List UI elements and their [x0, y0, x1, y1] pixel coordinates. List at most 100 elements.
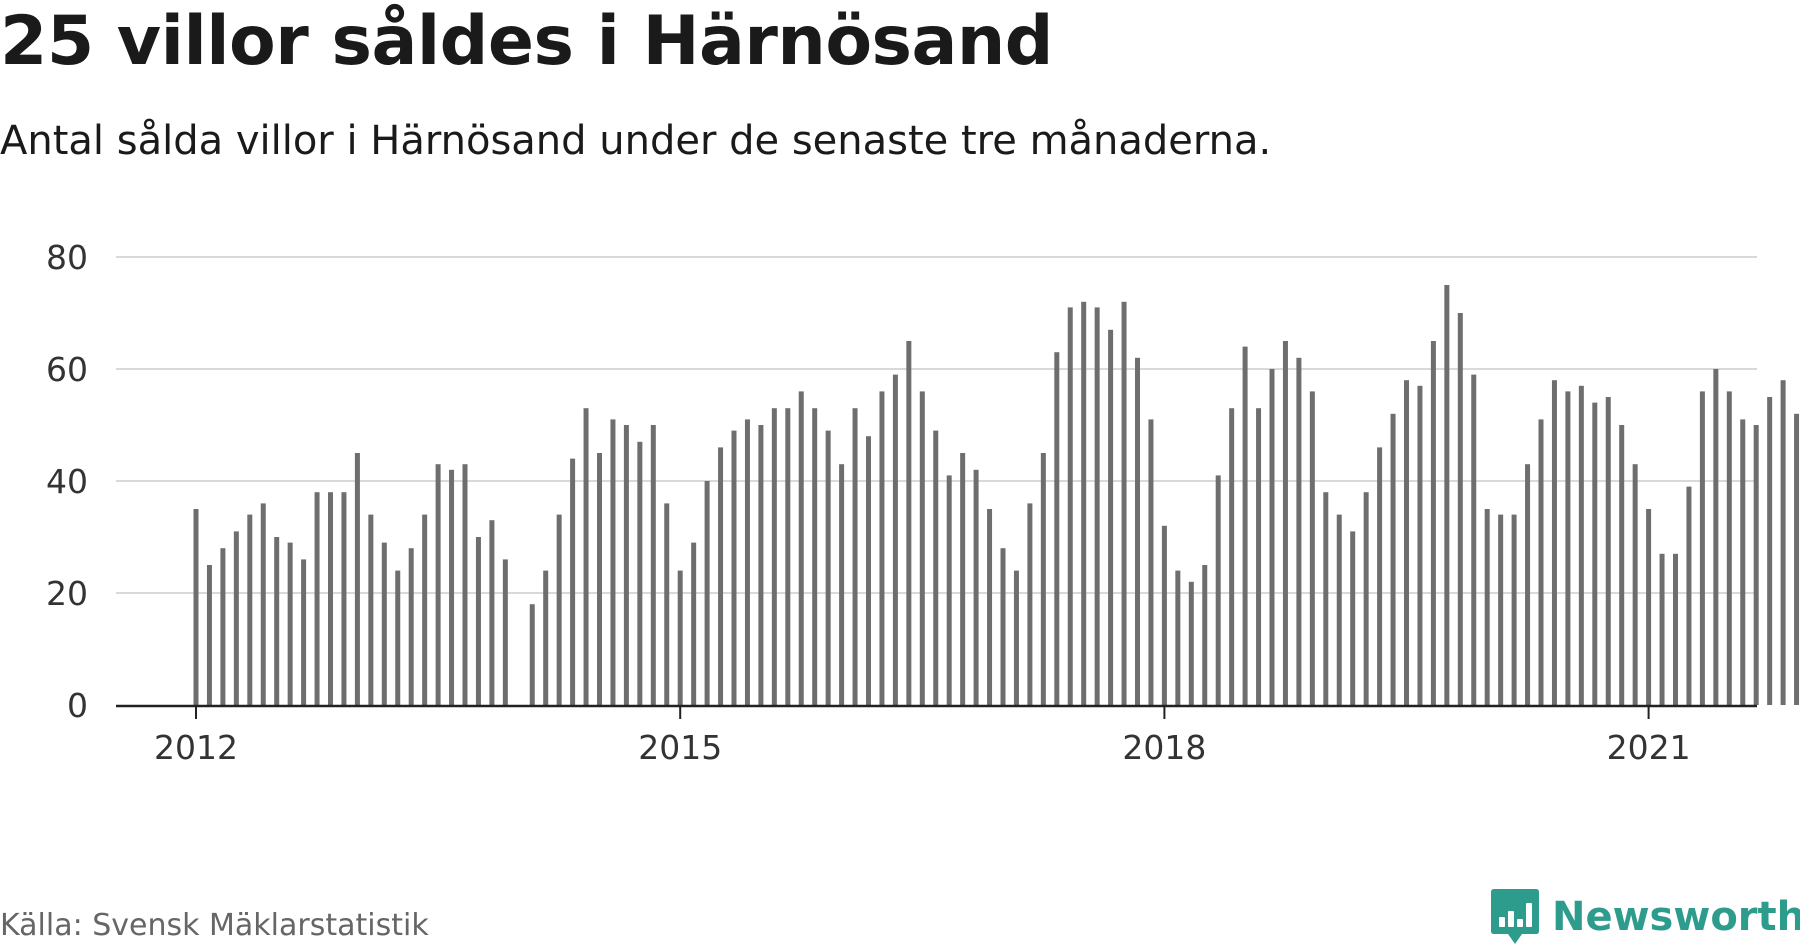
- bar: [502, 559, 508, 705]
- bar: [543, 570, 549, 705]
- bar: [1726, 391, 1732, 705]
- bar: [1188, 581, 1194, 705]
- bar: [1525, 464, 1531, 705]
- bar: [1484, 509, 1490, 705]
- bar: [449, 469, 455, 705]
- bar: [368, 514, 374, 705]
- bar: [314, 492, 320, 705]
- bar: [825, 430, 831, 705]
- bar: [691, 542, 697, 705]
- bar: [395, 570, 401, 705]
- bar: [1430, 341, 1436, 705]
- bar: [1457, 313, 1463, 705]
- bar: [1229, 408, 1235, 705]
- bar: [328, 492, 333, 705]
- bar: [1013, 570, 1019, 705]
- bar: [1363, 492, 1369, 705]
- bar: [852, 408, 858, 705]
- bar: [1336, 514, 1342, 705]
- bar: [287, 542, 293, 705]
- bar: [1673, 553, 1678, 705]
- bar: [193, 509, 199, 705]
- bar: [274, 537, 280, 705]
- bar: [1686, 486, 1692, 705]
- bar: [529, 604, 535, 705]
- bar: [758, 425, 764, 705]
- bar: [556, 514, 562, 705]
- bar: [206, 565, 212, 705]
- bar: [919, 391, 925, 705]
- brand-name: Newsworthy: [1552, 894, 1800, 940]
- y-tick-label: 20: [46, 574, 88, 613]
- bar: [1699, 391, 1705, 705]
- bar: [1646, 509, 1652, 705]
- bar: [1161, 525, 1167, 705]
- bar: [1767, 397, 1773, 705]
- bar: [731, 430, 737, 705]
- bar: [637, 441, 643, 705]
- bar: [960, 453, 966, 705]
- bar: [583, 408, 589, 705]
- bar: [1027, 503, 1033, 705]
- bar: [1000, 548, 1006, 705]
- bar: [1511, 514, 1517, 705]
- bar: [1121, 301, 1127, 705]
- bar: [1444, 285, 1450, 705]
- bar: [1780, 380, 1786, 705]
- bar: [341, 492, 347, 705]
- bar: [785, 408, 791, 705]
- bar: [1296, 357, 1302, 705]
- bar: [1175, 570, 1181, 705]
- x-tick-label: 2018: [1122, 728, 1206, 767]
- bar: [744, 419, 750, 705]
- bar: [475, 537, 481, 705]
- bar: [1565, 391, 1571, 705]
- chart-subtitle: Antal sålda villor i Härnösand under de …: [0, 118, 1272, 164]
- bar: [987, 509, 993, 705]
- bar: [677, 570, 683, 705]
- bar: [1592, 402, 1598, 705]
- brand-logo: Newsworthy: [1490, 887, 1800, 947]
- bar: [892, 374, 898, 705]
- bar: [1094, 307, 1100, 705]
- y-tick-label: 0: [67, 686, 88, 725]
- bar: [1753, 425, 1759, 705]
- bar: [1551, 380, 1557, 705]
- bar: [812, 408, 818, 705]
- bar: [1282, 341, 1288, 705]
- bar: [1619, 425, 1625, 705]
- bar: [906, 341, 912, 705]
- bar: [570, 458, 576, 705]
- bar: [1632, 464, 1638, 705]
- bar: [462, 464, 468, 705]
- bar: [839, 464, 845, 705]
- bar: [623, 425, 629, 705]
- bar: [1309, 391, 1315, 705]
- y-tick-label: 80: [46, 238, 88, 277]
- bar: [1605, 397, 1611, 705]
- bar: [1713, 369, 1719, 705]
- bar: [879, 391, 885, 705]
- bar: [247, 514, 253, 705]
- bar: [381, 542, 387, 705]
- bar: [1404, 380, 1409, 705]
- bar: [435, 464, 441, 705]
- bar: [1054, 352, 1060, 705]
- bar: [1135, 357, 1140, 705]
- bar: [1081, 301, 1087, 705]
- bar: [422, 514, 428, 705]
- bar: [946, 475, 952, 705]
- bar: [1417, 385, 1423, 705]
- bar: [1202, 565, 1208, 705]
- bar: [233, 531, 239, 705]
- bar: [973, 469, 979, 705]
- bar: [771, 408, 777, 705]
- bar: [1108, 329, 1114, 705]
- bar: [704, 481, 710, 705]
- bar: [718, 447, 724, 705]
- bar: [650, 425, 656, 705]
- bar: [610, 419, 616, 705]
- x-tick-label: 2021: [1607, 728, 1691, 767]
- bar: [1215, 475, 1221, 705]
- bar: [260, 503, 266, 705]
